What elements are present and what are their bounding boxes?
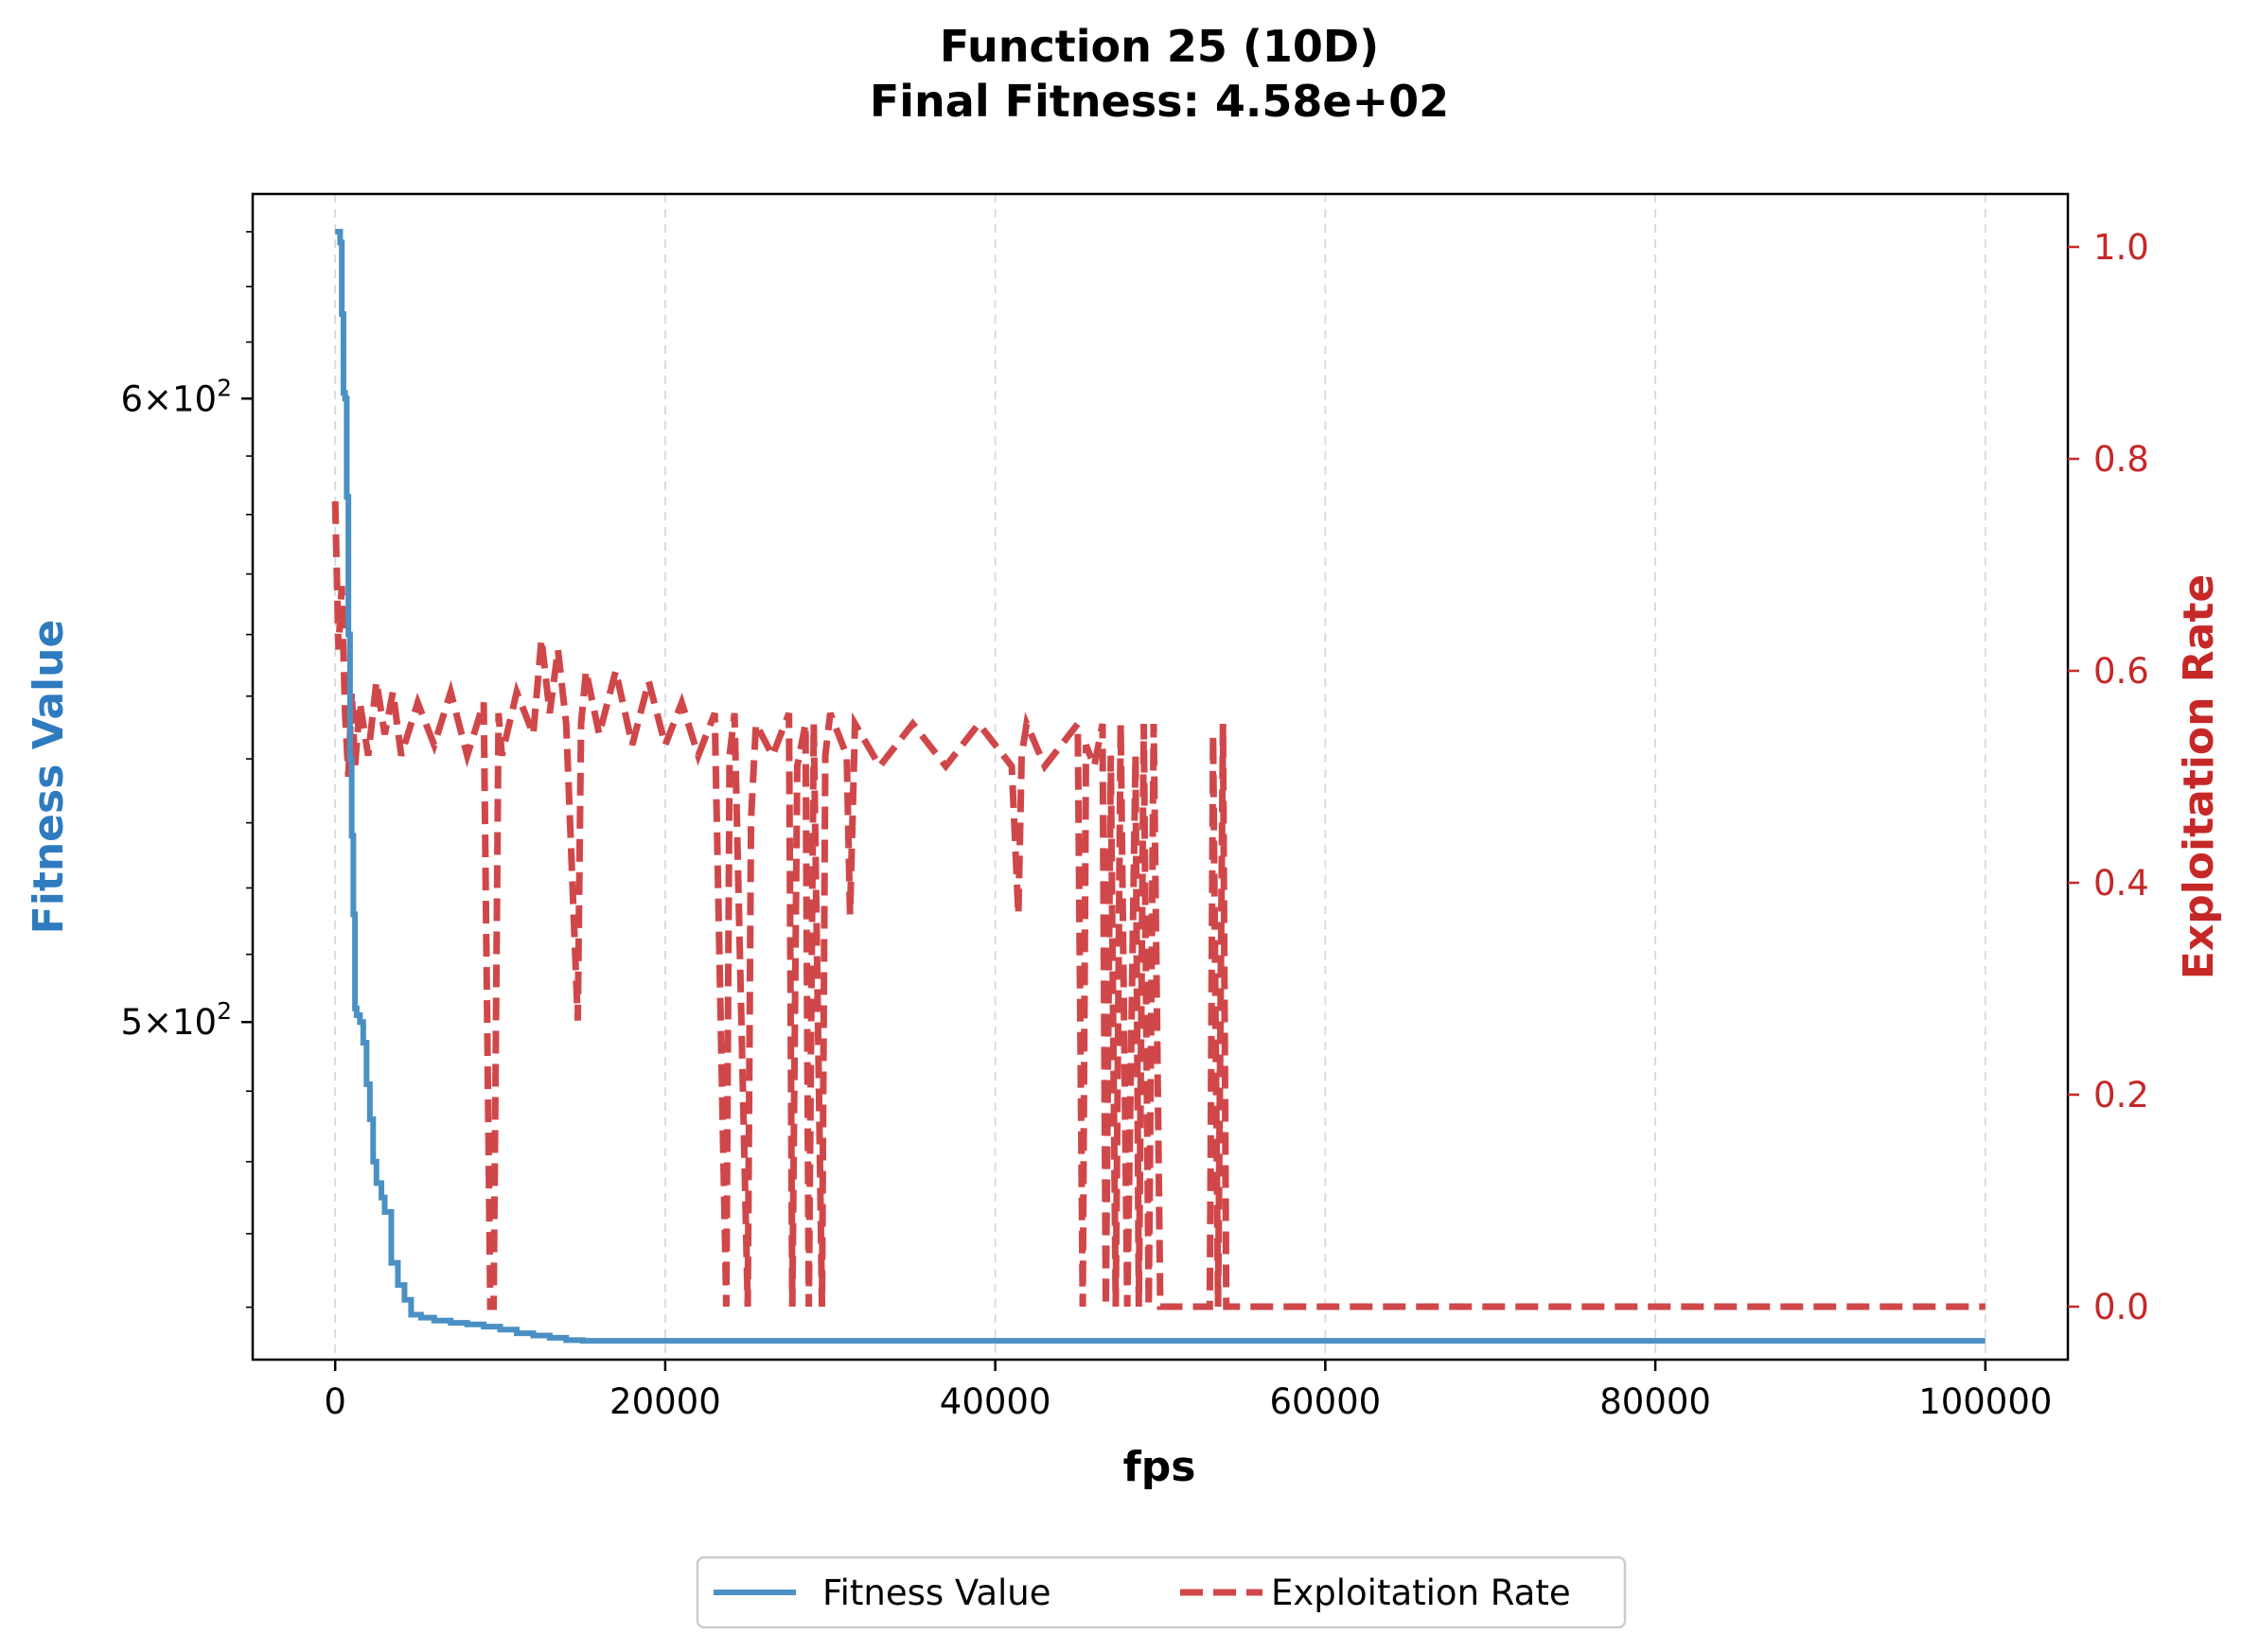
legend-box <box>696 1555 1627 1629</box>
left-y-axis-ticks: 5×102 6×102 <box>120 231 253 1309</box>
x-tick-label: 100000 <box>1918 1381 2052 1422</box>
x-tick-label: 40000 <box>940 1381 1051 1422</box>
legend-label-fitness: Fitness Value <box>822 1573 1051 1613</box>
x-axis-label: fps <box>1123 1443 1196 1491</box>
right-y-tick-label: 0.0 <box>2093 1287 2149 1327</box>
right-y-tick-label: 0.6 <box>2093 651 2149 692</box>
left-y-axis-label: Fitness Value <box>25 620 73 935</box>
chart-subtitle: Final Fitness: 4.58e+02 <box>870 76 1449 127</box>
x-tick-label: 20000 <box>609 1381 721 1422</box>
right-y-tick-label: 0.4 <box>2093 863 2149 904</box>
right-y-tick-label: 0.2 <box>2093 1075 2149 1116</box>
x-tick-label: 60000 <box>1270 1381 1382 1422</box>
x-axis-ticks: 0 20000 40000 60000 80000 100000 <box>324 1360 2052 1422</box>
left-y-tick-label: 6×102 <box>120 374 232 419</box>
x-tick-label: 80000 <box>1599 1381 1711 1422</box>
right-y-axis-label: Exploitation Rate <box>2175 574 2223 979</box>
legend-label-exploitation: Exploitation Rate <box>1271 1573 1571 1613</box>
x-grid <box>334 194 1986 1360</box>
right-y-tick-label: 1.0 <box>2093 227 2149 268</box>
right-y-tick-label: 0.8 <box>2093 439 2149 480</box>
exploitation-rate-line <box>331 501 1986 1310</box>
fitness-value-line <box>335 228 1986 1344</box>
legend: Fitness Value Exploitation Rate <box>696 1555 1627 1629</box>
right-y-axis-ticks: 0.0 0.2 0.4 0.6 0.8 1.0 <box>2068 227 2149 1327</box>
left-y-tick-label: 5×102 <box>120 997 232 1043</box>
plot-frame <box>251 192 2070 1362</box>
chart-title: Function 25 (10D) <box>940 21 1379 72</box>
x-tick-label: 0 <box>324 1381 346 1422</box>
